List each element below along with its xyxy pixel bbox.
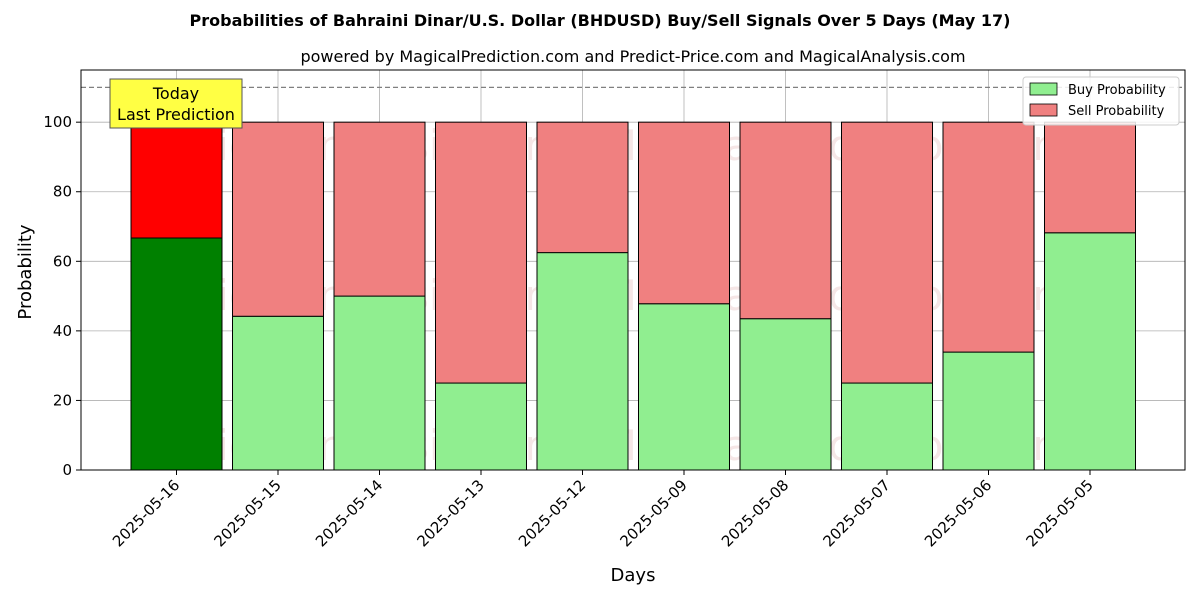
- x-tick-label: 2025-05-07: [819, 476, 893, 550]
- sell-bar: [942, 121, 1035, 353]
- buy-bar: [1044, 232, 1136, 471]
- legend-box: [1022, 76, 1180, 126]
- x-tick-label: 2025-05-12: [515, 476, 589, 550]
- legend-label-sell: Sell Probability: [1068, 104, 1165, 119]
- x-tick-label: 2025-05-13: [413, 476, 487, 550]
- x-tick-label: 2025-05-08: [718, 476, 792, 550]
- legend-swatch-sell: [1029, 103, 1058, 117]
- y-tick-label: 80: [53, 183, 72, 201]
- annotation-line-1: Today: [152, 84, 199, 103]
- buy-bar: [130, 237, 223, 471]
- sell-bar: [1044, 121, 1136, 234]
- buy-bar: [841, 382, 933, 471]
- sell-bar: [232, 121, 324, 317]
- x-tick-label: 2025-05-09: [616, 476, 690, 550]
- sell-bar: [638, 121, 730, 305]
- buy-bar: [232, 315, 324, 471]
- y-tick-label: 60: [53, 252, 72, 270]
- buy-bar: [333, 295, 426, 471]
- sell-bar: [739, 121, 832, 320]
- buy-bar: [638, 303, 730, 471]
- x-tick-label: 2025-05-14: [312, 476, 386, 550]
- sell-bar: [130, 121, 223, 239]
- sell-bar: [333, 121, 426, 297]
- x-tick-label: 2025-05-16: [109, 476, 183, 550]
- buy-bar: [739, 318, 832, 471]
- y-tick-label: 40: [53, 322, 72, 340]
- chart-subtitle: powered by MagicalPrediction.com and Pre…: [300, 47, 965, 66]
- buy-bar: [435, 382, 527, 471]
- buy-bar: [942, 351, 1035, 471]
- x-tick-label: 2025-05-05: [1022, 476, 1096, 550]
- plot-frame: [80, 69, 1186, 471]
- legend: Buy Probability Sell Probability: [1022, 76, 1180, 126]
- legend-label-buy: Buy Probability: [1068, 83, 1166, 98]
- y-tick-label: 100: [43, 113, 72, 131]
- bars-layer: [130, 121, 1136, 471]
- y-tick-label: 0: [62, 461, 72, 479]
- annotation-layer: Today Last Prediction: [109, 78, 243, 129]
- annotation-line-2: Last Prediction: [117, 105, 235, 124]
- annotation-box: [109, 78, 243, 129]
- y-axis-label: Probability: [15, 224, 36, 319]
- x-tick-label: 2025-05-15: [210, 476, 284, 550]
- x-axis-label: Days: [611, 565, 656, 586]
- x-tick-label: 2025-05-06: [921, 476, 995, 550]
- legend-swatch-buy: [1029, 82, 1058, 96]
- buy-bar: [536, 252, 629, 471]
- chart-title: Probabilities of Bahraini Dinar/U.S. Dol…: [190, 11, 1011, 30]
- sell-bar: [841, 121, 933, 384]
- sell-bar: [536, 121, 629, 254]
- sell-bar: [435, 121, 527, 384]
- y-tick-label: 20: [53, 391, 72, 409]
